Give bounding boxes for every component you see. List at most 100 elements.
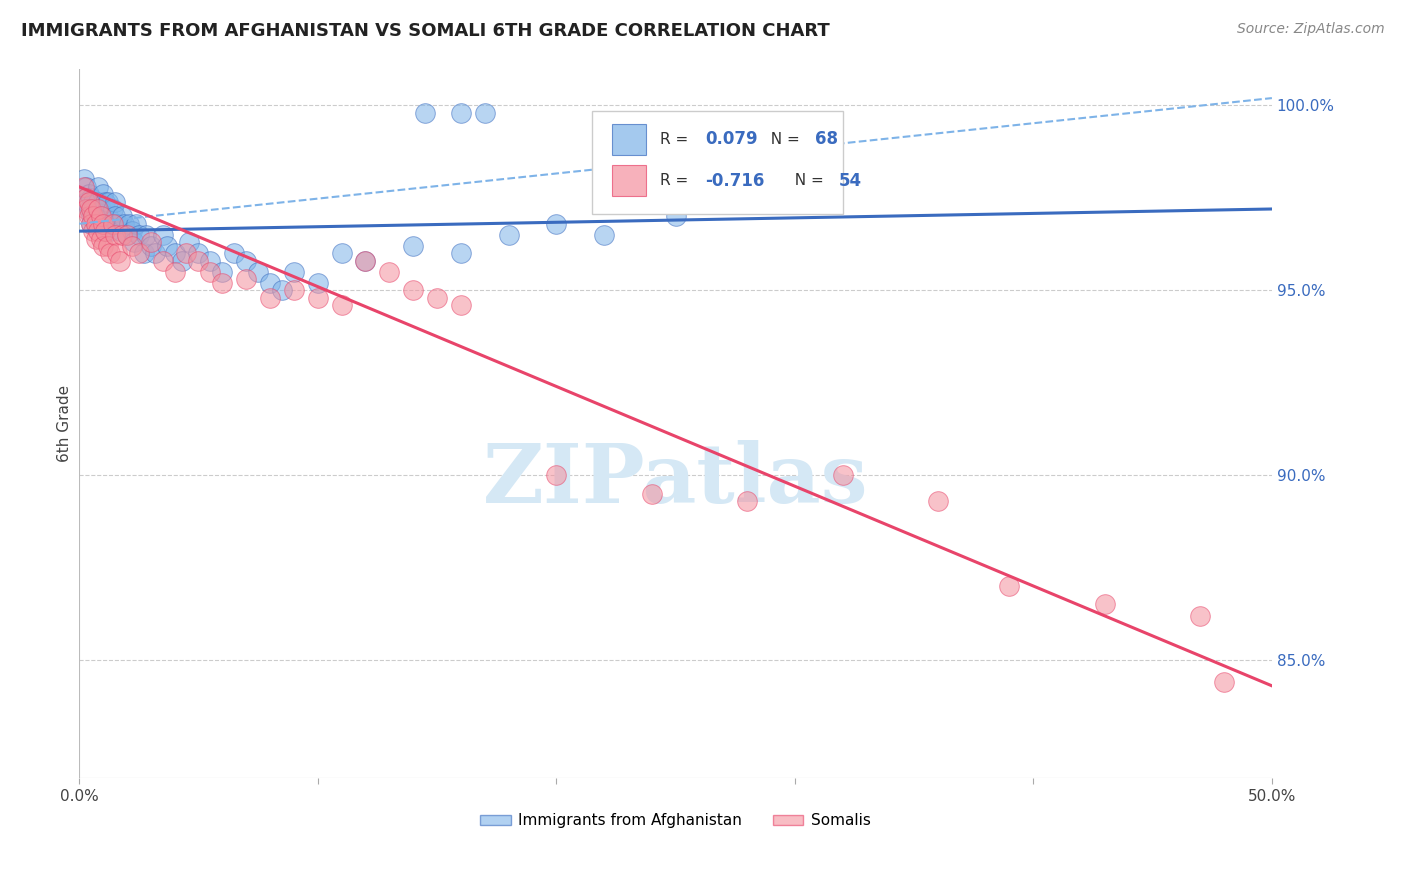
- Point: [114, 217, 136, 231]
- Point: [1213, 675, 1236, 690]
- Point: [84, 210, 107, 224]
- Point: [73, 172, 96, 186]
- Point: [91, 187, 114, 202]
- Point: [104, 227, 127, 242]
- Point: [80, 217, 103, 231]
- Point: [87, 202, 110, 216]
- Point: [77, 210, 100, 224]
- Point: [1189, 608, 1212, 623]
- Point: [97, 194, 120, 209]
- Point: [84, 217, 107, 231]
- Point: [259, 291, 281, 305]
- Point: [664, 210, 686, 224]
- Point: [283, 265, 305, 279]
- Point: [413, 106, 436, 120]
- Point: [927, 494, 949, 508]
- Point: [94, 224, 117, 238]
- Point: [115, 227, 138, 242]
- Point: [402, 283, 425, 297]
- Point: [118, 217, 141, 231]
- Point: [593, 227, 616, 242]
- Point: [187, 246, 209, 260]
- Point: [75, 202, 97, 216]
- Point: [77, 194, 100, 209]
- Point: [259, 276, 281, 290]
- Point: [163, 246, 186, 260]
- Point: [426, 291, 449, 305]
- Point: [1094, 598, 1116, 612]
- Point: [82, 194, 104, 209]
- Point: [91, 239, 114, 253]
- Point: [200, 265, 222, 279]
- Point: [101, 217, 124, 231]
- Point: [139, 235, 162, 250]
- Point: [84, 231, 107, 245]
- Point: [998, 579, 1021, 593]
- Point: [87, 224, 110, 238]
- Point: [105, 246, 128, 260]
- Point: [91, 210, 114, 224]
- Legend: Immigrants from Afghanistan, Somalis: Immigrants from Afghanistan, Somalis: [474, 807, 877, 834]
- Point: [187, 253, 209, 268]
- FancyBboxPatch shape: [612, 165, 645, 196]
- Point: [307, 291, 329, 305]
- Point: [98, 246, 121, 260]
- Point: [283, 283, 305, 297]
- Point: [98, 224, 121, 238]
- Point: [75, 191, 97, 205]
- Point: [156, 239, 179, 253]
- Point: [80, 210, 103, 224]
- Point: [87, 179, 110, 194]
- Point: [82, 210, 104, 224]
- Point: [82, 224, 104, 238]
- Point: [104, 194, 127, 209]
- Point: [105, 217, 128, 231]
- Point: [330, 298, 353, 312]
- Text: Source: ZipAtlas.com: Source: ZipAtlas.com: [1237, 22, 1385, 37]
- Y-axis label: 6th Grade: 6th Grade: [58, 384, 72, 462]
- Point: [200, 253, 222, 268]
- Point: [270, 283, 292, 297]
- Point: [90, 231, 112, 245]
- Point: [97, 210, 120, 224]
- Point: [170, 253, 193, 268]
- Point: [235, 272, 257, 286]
- Point: [80, 202, 103, 216]
- Point: [97, 239, 120, 253]
- Text: ZIPatlas: ZIPatlas: [482, 440, 869, 520]
- Point: [163, 265, 186, 279]
- Point: [152, 227, 174, 242]
- Point: [91, 217, 114, 231]
- Point: [90, 202, 112, 216]
- Point: [546, 468, 568, 483]
- Point: [80, 191, 103, 205]
- Point: [115, 227, 138, 242]
- Point: [128, 227, 150, 242]
- Point: [640, 191, 662, 205]
- Point: [546, 217, 568, 231]
- Point: [125, 217, 148, 231]
- Text: N =: N =: [762, 132, 806, 147]
- Point: [235, 253, 257, 268]
- Point: [77, 202, 100, 216]
- FancyBboxPatch shape: [612, 124, 645, 155]
- Text: 0.079: 0.079: [706, 130, 758, 148]
- Text: R =: R =: [659, 132, 693, 147]
- Point: [307, 276, 329, 290]
- Point: [73, 179, 96, 194]
- Point: [498, 227, 520, 242]
- Point: [247, 265, 270, 279]
- Point: [121, 239, 143, 253]
- Point: [211, 265, 233, 279]
- Point: [450, 246, 472, 260]
- Point: [330, 246, 353, 260]
- Point: [735, 494, 758, 508]
- Point: [450, 298, 472, 312]
- Point: [75, 194, 97, 209]
- Point: [152, 253, 174, 268]
- Point: [90, 217, 112, 231]
- Point: [177, 235, 200, 250]
- Point: [139, 239, 162, 253]
- Text: 54: 54: [839, 171, 862, 190]
- FancyBboxPatch shape: [592, 112, 842, 214]
